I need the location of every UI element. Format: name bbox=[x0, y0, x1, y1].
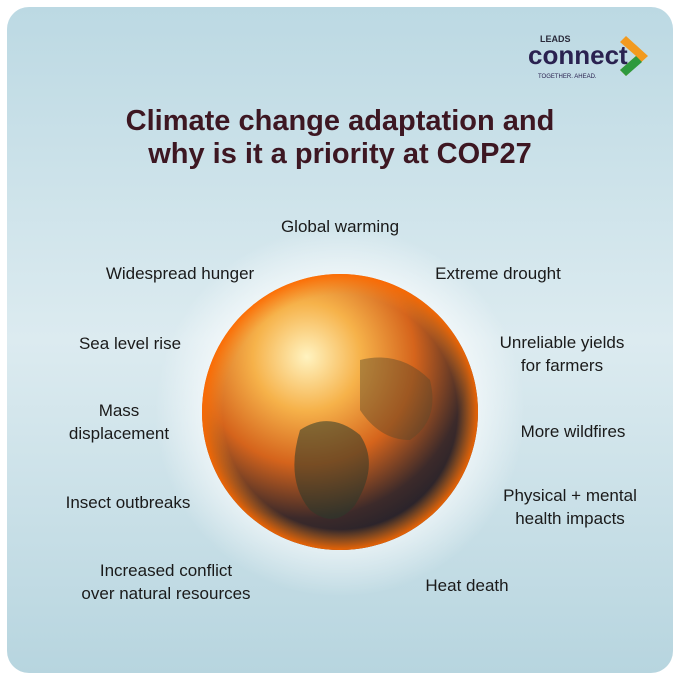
impact-label: Extreme drought bbox=[435, 264, 561, 283]
impact-label: Increased conflict bbox=[100, 561, 233, 580]
impact-label: Global warming bbox=[281, 217, 399, 236]
impact-label: Insect outbreaks bbox=[66, 493, 191, 512]
impact-label: Heat death bbox=[425, 576, 508, 595]
title-text: why is it a priority at bbox=[147, 138, 436, 170]
labels: Global warming Widespread hunger Extreme d… bbox=[66, 217, 637, 603]
impact-label: Mass bbox=[99, 401, 140, 420]
title-line: why is it a priority at COP27 bbox=[147, 138, 532, 170]
impact-label: Widespread hunger bbox=[106, 264, 255, 283]
impact-label: displacement bbox=[69, 424, 169, 443]
earth-rim bbox=[202, 274, 478, 550]
impact-label: Sea level rise bbox=[79, 334, 181, 353]
logo-tagline: TOGETHER. AHEAD. bbox=[538, 74, 597, 80]
title-line: Climate change adaptation and bbox=[126, 105, 555, 137]
impact-label: Physical + mental bbox=[503, 486, 637, 505]
logo-name: connect bbox=[528, 40, 628, 70]
impact-label: health impacts bbox=[515, 509, 625, 528]
impact-label: over natural resources bbox=[81, 584, 250, 603]
logo-prefix: LEADS bbox=[540, 34, 571, 44]
impact-label: Unreliable yields bbox=[500, 333, 625, 352]
logo: LEADS connect TOGETHER. AHEAD. bbox=[528, 34, 648, 80]
logo-arrow-green bbox=[620, 56, 642, 76]
title-bold: COP27 bbox=[437, 138, 532, 170]
impact-label: More wildfires bbox=[521, 422, 626, 441]
impact-label: for farmers bbox=[521, 356, 603, 375]
